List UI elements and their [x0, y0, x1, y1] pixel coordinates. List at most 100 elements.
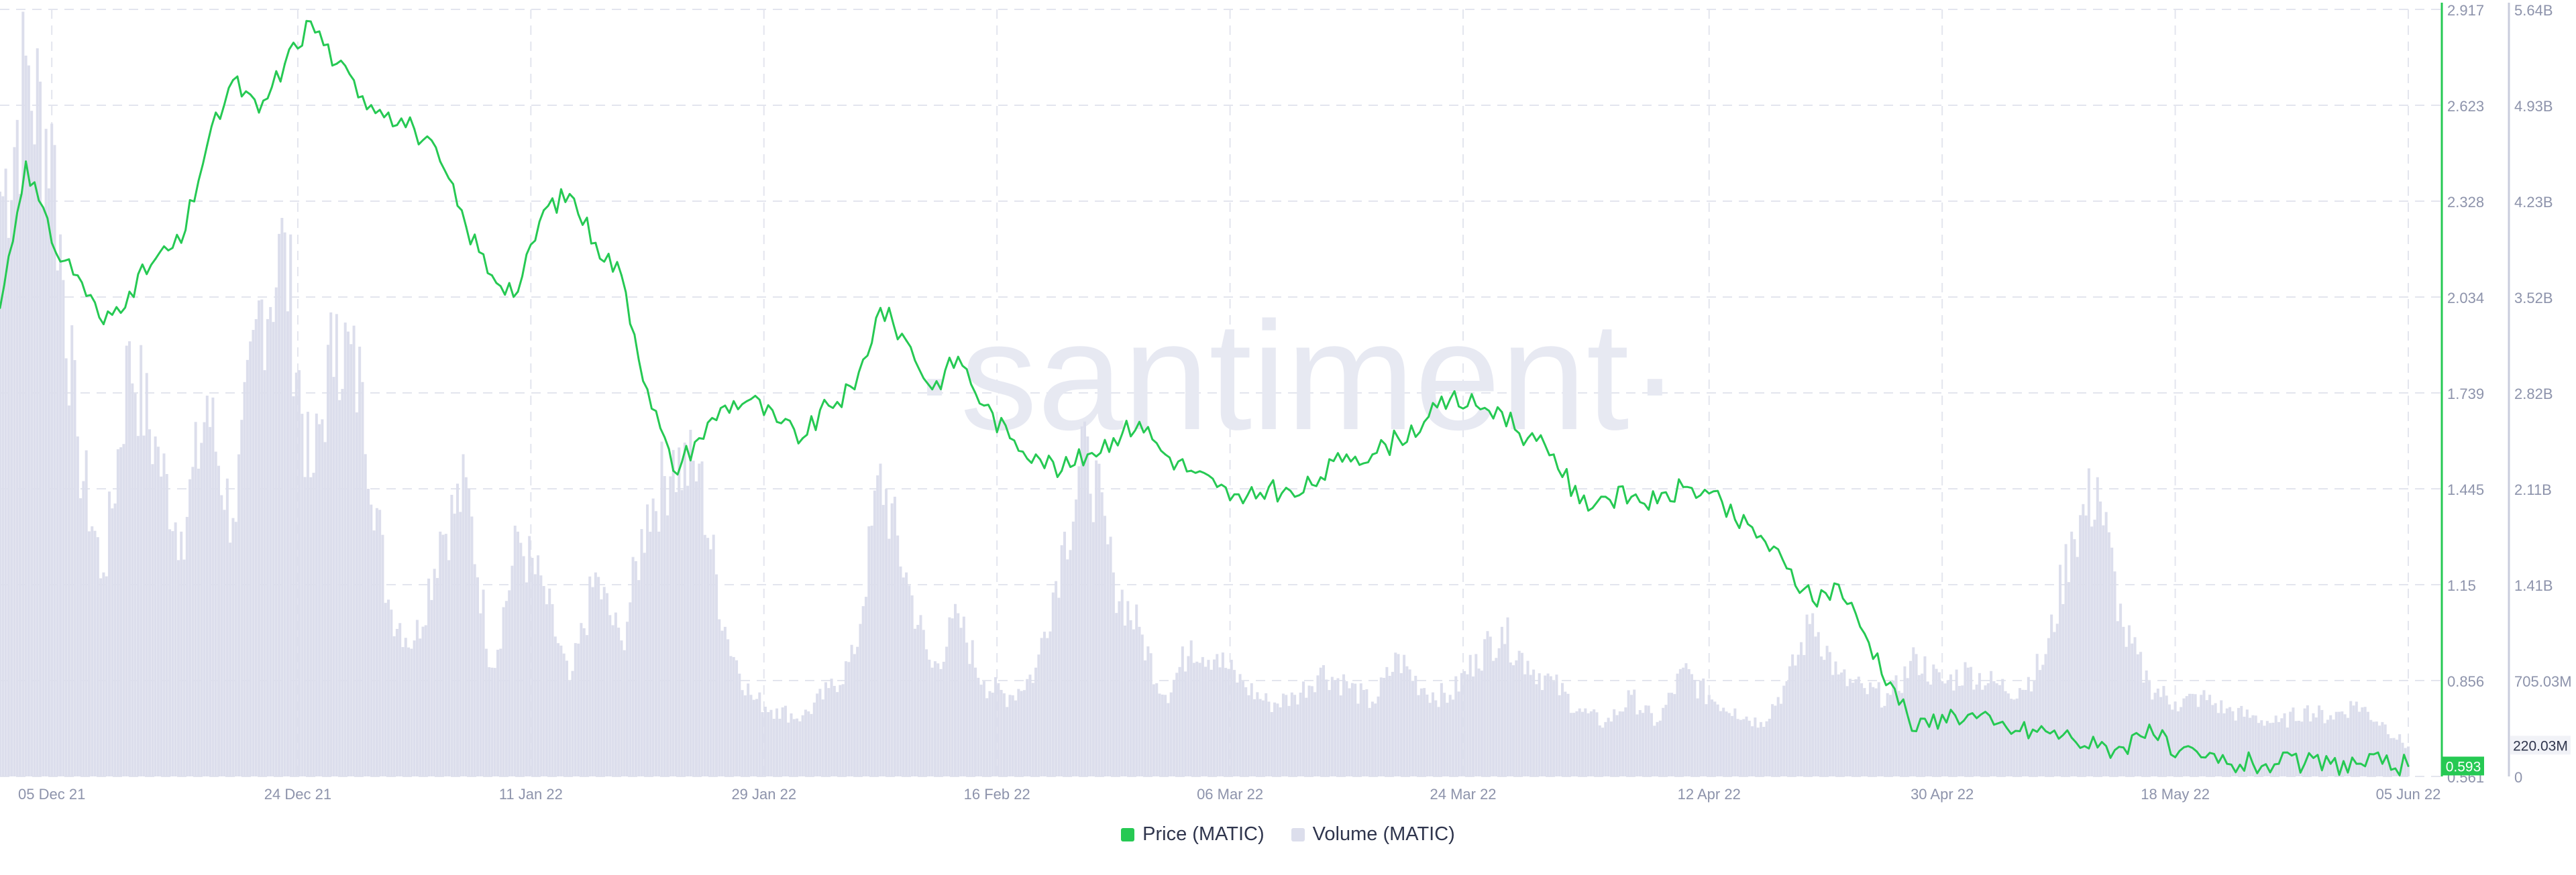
volume-bar-fill	[2113, 571, 2116, 776]
volume-bar-fill	[1207, 660, 1210, 776]
volume-bar-fill	[591, 587, 594, 776]
price-point	[957, 355, 959, 358]
volume-bar-fill	[1658, 720, 1662, 776]
volume-bar-fill	[246, 359, 249, 776]
volume-bar-fill	[459, 512, 462, 776]
volume-bar-fill	[99, 578, 103, 776]
volume-bar-fill	[767, 712, 770, 776]
volume-bar-fill	[582, 628, 586, 776]
volume-bar-fill	[1095, 460, 1098, 776]
volume-bar-fill	[2168, 704, 2171, 776]
volume-bar-fill	[468, 488, 471, 776]
volume-bar-fill	[539, 575, 543, 776]
volume-bar-fill	[140, 345, 143, 776]
volume-bar-fill	[53, 145, 56, 777]
volume-bar-fill	[2240, 705, 2243, 776]
price-point	[2045, 730, 2047, 733]
volume-bar	[957, 613, 960, 776]
volume-bar-fill	[1823, 660, 1826, 776]
price-point	[827, 404, 830, 407]
volume-bar-fill	[600, 599, 603, 776]
volume-bar-fill	[1589, 711, 1593, 776]
volume-bar	[231, 518, 235, 776]
price-point	[879, 306, 881, 309]
price-point	[1552, 453, 1555, 456]
volume-bar	[1423, 688, 1426, 776]
volume-bar	[283, 232, 286, 777]
volume-bar-fill	[910, 595, 914, 776]
volume-bar	[180, 531, 183, 776]
volume-bar-fill	[424, 625, 427, 776]
price-point	[2019, 730, 2021, 733]
price-point	[620, 274, 623, 277]
volume-bar-fill	[404, 638, 407, 776]
volume-bar-fill	[225, 478, 229, 776]
volume-bar-fill	[2182, 698, 2186, 776]
volume-bar	[335, 314, 338, 776]
volume-bar-fill	[1466, 674, 1469, 776]
price-point	[1630, 495, 1633, 498]
volume-bar-fill	[2021, 689, 2025, 776]
volume-bar-fill	[131, 383, 134, 776]
volume-bar-fill	[2346, 717, 2349, 776]
volume-bar-fill	[1120, 589, 1124, 776]
volume-bar-fill	[174, 522, 177, 776]
volume-tick-label: 5.64B	[2514, 2, 2553, 19]
volume-bar-fill	[1644, 705, 1648, 776]
volume-bar-fill	[1687, 668, 1690, 776]
legend-item-volume[interactable]: Volume (MATIC)	[1291, 823, 1455, 845]
volume-bar-fill	[1921, 673, 1924, 776]
price-point	[905, 339, 908, 342]
volume-bar-fill	[649, 532, 652, 776]
volume-bar	[2174, 701, 2177, 776]
volume-bar-fill	[1566, 693, 1570, 776]
legend-item-price[interactable]: Price (MATIC)	[1121, 823, 1265, 845]
volume-bar-fill	[778, 718, 782, 776]
volume-bar-fill	[1440, 683, 1443, 776]
volume-bar-fill	[1912, 647, 1915, 776]
volume-bar-fill	[942, 661, 945, 776]
volume-bar-fill	[343, 323, 347, 776]
volume-bar-fill	[1860, 683, 1864, 776]
volume-bar-fill	[1011, 695, 1014, 776]
volume-bar-fill	[2015, 698, 2019, 776]
volume-bar-fill	[792, 719, 796, 776]
volume-bar-fill	[318, 424, 321, 776]
volume-bar-fill	[2033, 681, 2036, 776]
volume-bar-fill	[513, 525, 517, 776]
volume-bar-fill	[1693, 679, 1697, 776]
price-point	[1061, 469, 1063, 472]
price-point	[2251, 762, 2254, 765]
volume-bar-fill	[824, 682, 827, 776]
volume-bar-fill	[2082, 504, 2085, 776]
volume-bar-fill	[2372, 721, 2375, 776]
price-point	[1034, 453, 1037, 456]
volume-bar-fill	[2298, 720, 2301, 776]
volume-bar-fill	[888, 538, 891, 776]
volume-bar-fill	[1140, 634, 1144, 776]
price-point	[1242, 502, 1244, 505]
volume-bar-fill	[1909, 660, 1912, 776]
volume-bar-fill	[545, 604, 548, 776]
volume-bar	[1992, 681, 1996, 776]
volume-bar	[517, 531, 520, 776]
volume-bar-fill	[237, 454, 240, 776]
volume-bar-fill	[2191, 693, 2194, 776]
volume-bar-fill	[933, 661, 936, 776]
volume-bar-fill	[574, 643, 577, 776]
volume-bar-fill	[836, 692, 839, 776]
volume-bar-fill	[214, 451, 217, 776]
volume-bar-fill	[686, 485, 690, 776]
volume-bar-fill	[2216, 713, 2220, 776]
volume-bar-fill	[743, 695, 747, 776]
x-tick-label: 30 Apr 22	[1911, 786, 1974, 803]
volume-bar-fill	[821, 699, 824, 776]
price-point	[2381, 762, 2383, 765]
volume-bar-fill	[1834, 661, 1837, 776]
volume-bar-fill	[1365, 689, 1368, 776]
volume-bar-fill	[384, 603, 387, 776]
volume-bar-fill	[1124, 626, 1127, 776]
volume-bar	[2381, 721, 2384, 776]
volume-bar-fill	[2392, 738, 2396, 776]
volume-bar-fill	[1731, 715, 1734, 776]
